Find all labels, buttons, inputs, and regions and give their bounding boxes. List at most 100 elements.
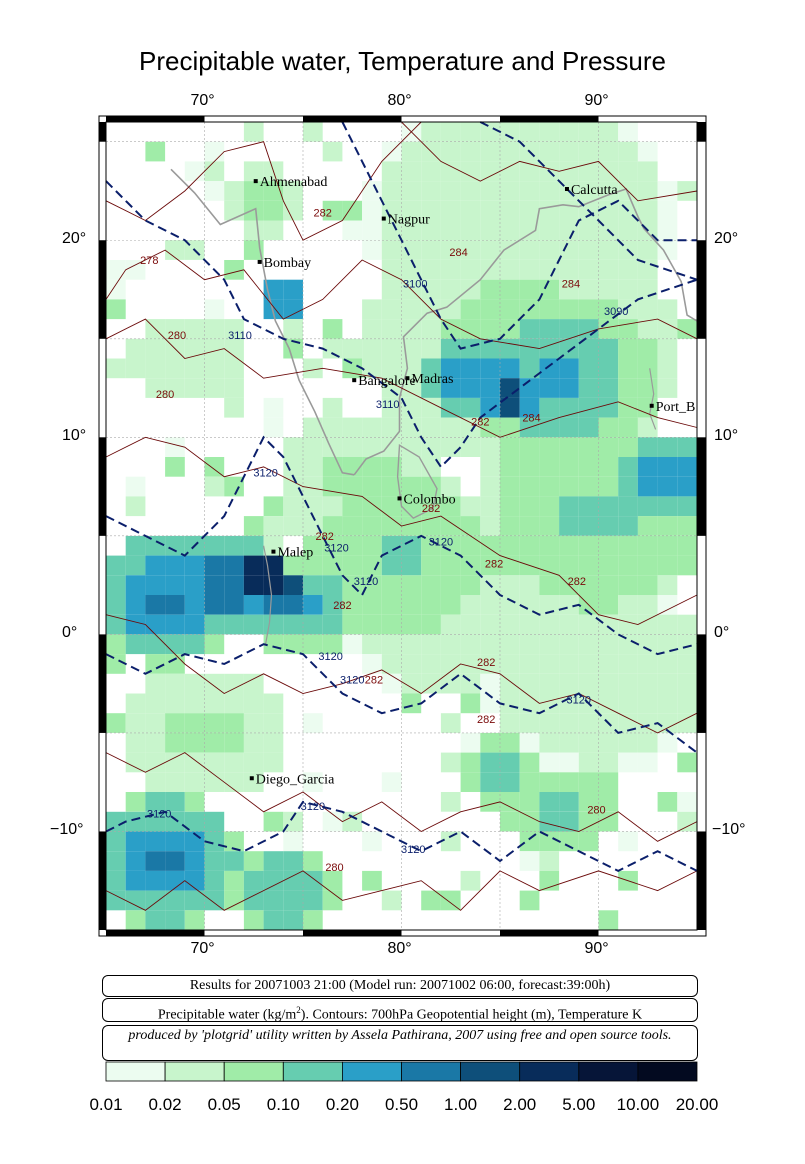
contour-label: 282 — [485, 558, 503, 570]
pw-cell — [559, 772, 579, 792]
pw-cell — [637, 378, 658, 398]
pw-cell — [184, 890, 205, 911]
pw-cell — [342, 220, 363, 241]
pw-cell — [578, 358, 599, 379]
pw-cell — [322, 476, 343, 497]
contour-label: 282 — [471, 417, 489, 429]
pw-cell — [460, 437, 481, 457]
pw-cell — [421, 181, 441, 201]
pw-cell — [362, 358, 382, 379]
pw-cell — [204, 575, 225, 595]
pw-cell — [125, 693, 146, 714]
temperature-contours — [105, 121, 698, 911]
pw-cell — [322, 555, 343, 576]
pw-cell — [559, 319, 579, 339]
pw-cell — [165, 614, 185, 635]
pw-cell — [519, 732, 540, 753]
pw-cell — [204, 319, 225, 339]
pw-cell — [598, 811, 619, 832]
pw-cell — [637, 693, 658, 714]
pw-cell — [480, 772, 500, 792]
pw-cell — [480, 338, 500, 359]
pw-cell — [322, 811, 343, 832]
pw-cell — [381, 595, 402, 615]
pw-cell — [263, 634, 284, 655]
colorbar-swatch — [282, 1061, 343, 1082]
pw-cell — [460, 161, 481, 182]
temperature-contour — [105, 614, 698, 734]
lon-tick-label: 80° — [387, 92, 412, 109]
pw-cell — [263, 220, 284, 241]
city-label: Ahmenabad — [260, 175, 328, 190]
pw-cell — [165, 654, 185, 674]
pw-cell — [578, 437, 599, 457]
pw-cell — [243, 870, 264, 891]
contour-label: 3120 — [429, 537, 453, 549]
pw-cell — [381, 181, 402, 201]
pw-cell — [618, 476, 638, 497]
city-label: Bombay — [264, 256, 311, 271]
pw-cell — [125, 496, 146, 517]
pw-cell — [106, 831, 126, 852]
pw-cell — [342, 496, 363, 517]
pw-cell — [381, 673, 402, 694]
temperature-contour — [105, 436, 698, 625]
pw-cell — [204, 338, 225, 359]
temperature-contour — [105, 249, 698, 350]
pw-cell — [303, 437, 323, 457]
pw-cell — [677, 516, 697, 536]
pw-cell — [539, 831, 560, 852]
pw-cell — [598, 910, 619, 930]
pw-cell — [519, 535, 540, 556]
pw-cell — [342, 437, 363, 457]
pw-cell — [657, 713, 678, 733]
contour-label: 3120 — [253, 468, 277, 480]
pw-cell — [362, 555, 382, 576]
pw-cell — [519, 279, 540, 300]
pw-cell — [421, 890, 441, 911]
frame-bar — [303, 930, 402, 936]
lat-tick-label: −10° — [712, 821, 746, 839]
pw-cell — [125, 575, 146, 595]
pw-cell — [618, 457, 638, 477]
pw-cell — [184, 910, 205, 930]
pw-cell — [460, 496, 481, 517]
pw-cell — [618, 673, 638, 694]
pw-cell — [500, 338, 520, 359]
pw-cell — [401, 299, 422, 320]
pw-cell — [362, 614, 382, 635]
pw-cell — [283, 851, 303, 871]
contour-label: 284 — [449, 247, 467, 259]
pw-cell — [440, 634, 461, 655]
pw-cell — [657, 516, 678, 536]
pw-cell — [480, 752, 500, 773]
pw-cell — [204, 358, 225, 379]
pw-cell — [618, 496, 638, 517]
pw-cell — [263, 890, 284, 911]
pw-cell — [618, 299, 638, 320]
pw-cell — [480, 673, 500, 694]
pw-cell — [401, 338, 422, 359]
pw-cell — [184, 634, 205, 655]
pw-cell — [618, 575, 638, 595]
city-label: Bangalore — [358, 374, 416, 389]
pw-cell — [500, 732, 520, 753]
pw-cell — [578, 634, 599, 655]
pw-cell — [637, 752, 658, 773]
pw-cell — [224, 535, 244, 556]
pw-cell — [145, 358, 166, 379]
pw-cell — [539, 851, 560, 871]
pw-cell — [145, 910, 166, 930]
pw-cell — [165, 890, 185, 911]
pw-cell — [598, 555, 619, 576]
pw-cell — [440, 358, 461, 379]
pw-cell — [539, 437, 560, 457]
pw-cell — [539, 772, 560, 792]
pw-cell — [519, 181, 540, 201]
geopotential-contour — [105, 180, 698, 469]
pw-cell — [460, 338, 481, 359]
pw-cell — [657, 476, 678, 497]
lat-tick-label: −10° — [50, 821, 84, 839]
pw-cell — [618, 555, 638, 576]
city-dot — [249, 776, 254, 781]
